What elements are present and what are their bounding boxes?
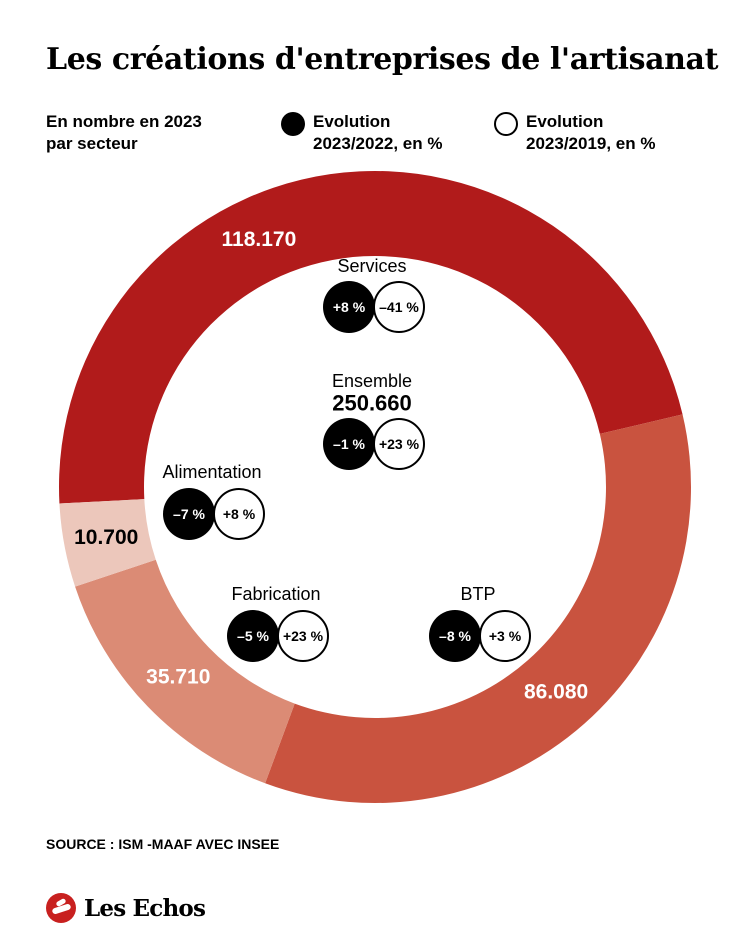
evo-2023-2022-circle-fabrication [227, 610, 279, 662]
slice-value-btp: 86.080 [524, 680, 588, 703]
donut-slice-fabrication [75, 559, 295, 784]
chart-subtitle: En nombre en 2023 par secteur [46, 111, 202, 155]
legend-evolution-2023-2019: Evolution 2023/2019, en % [526, 111, 655, 155]
evo-2023-2019-btp: +3 % [489, 628, 522, 644]
evo-2023-2022-circle-ensemble [323, 418, 375, 470]
sector-name-alimentation: Alimentation [162, 462, 261, 482]
evo-2023-2022-alimentation: –7 % [173, 506, 205, 522]
total-label: Ensemble [332, 371, 412, 391]
total-value: 250.660 [332, 391, 412, 416]
slice-value-alimentation: 10.700 [74, 526, 138, 549]
legend-black-line-1: Evolution [313, 112, 391, 131]
donut-slice-alimentation [59, 499, 156, 587]
donut-slice-services [59, 170, 683, 504]
donut-slice-btp [265, 414, 691, 804]
sector-name-services: Services [337, 256, 406, 276]
subtitle-line-2: par secteur [46, 134, 138, 153]
evo-2023-2019-services: –41 % [379, 299, 419, 315]
brand-logo: Les Echos [46, 890, 206, 926]
legend-evolution-2023-2022: Evolution 2023/2022, en % [313, 111, 442, 155]
les-echos-logo-icon [46, 893, 76, 923]
evo-2023-2019-ensemble: +23 % [379, 436, 420, 452]
evo-2023-2019-circle-alimentation [213, 488, 265, 540]
sector-name-fabrication: Fabrication [231, 584, 320, 604]
source-note: SOURCE : ISM -MAAF AVEC INSEE [46, 836, 280, 852]
legend-black-line-2: 2023/2022, en % [313, 134, 443, 153]
legend-black-circle-icon [281, 112, 305, 136]
evo-2023-2022-ensemble: –1 % [333, 436, 365, 452]
evo-2023-2022-circle-btp [429, 610, 481, 662]
evo-2023-2019-fabrication: +23 % [283, 628, 324, 644]
evo-2023-2022-circle-alimentation [163, 488, 215, 540]
legend-white-line-1: Evolution [526, 112, 604, 131]
legend-white-circle-icon [494, 112, 518, 136]
evo-2023-2019-circle-ensemble [373, 418, 425, 470]
subtitle-line-1: En nombre en 2023 [46, 112, 202, 131]
sector-name-btp: BTP [460, 584, 495, 604]
evo-2023-2022-btp: –8 % [439, 628, 471, 644]
brand-name: Les Echos [84, 894, 206, 922]
evo-2023-2022-circle-services [323, 281, 375, 333]
evo-2023-2019-circle-btp [479, 610, 531, 662]
legend-white-line-2: 2023/2019, en % [526, 134, 656, 153]
evo-2023-2019-circle-fabrication [277, 610, 329, 662]
slice-value-services: 118.170 [222, 228, 297, 251]
evo-2023-2019-alimentation: +8 % [223, 506, 256, 522]
evo-2023-2019-circle-services [373, 281, 425, 333]
evo-2023-2022-fabrication: –5 % [237, 628, 269, 644]
evo-2023-2022-services: +8 % [333, 299, 366, 315]
chart-title: Les créations d'entreprises de l'artisan… [46, 42, 719, 77]
slice-value-fabrication: 35.710 [146, 666, 210, 689]
